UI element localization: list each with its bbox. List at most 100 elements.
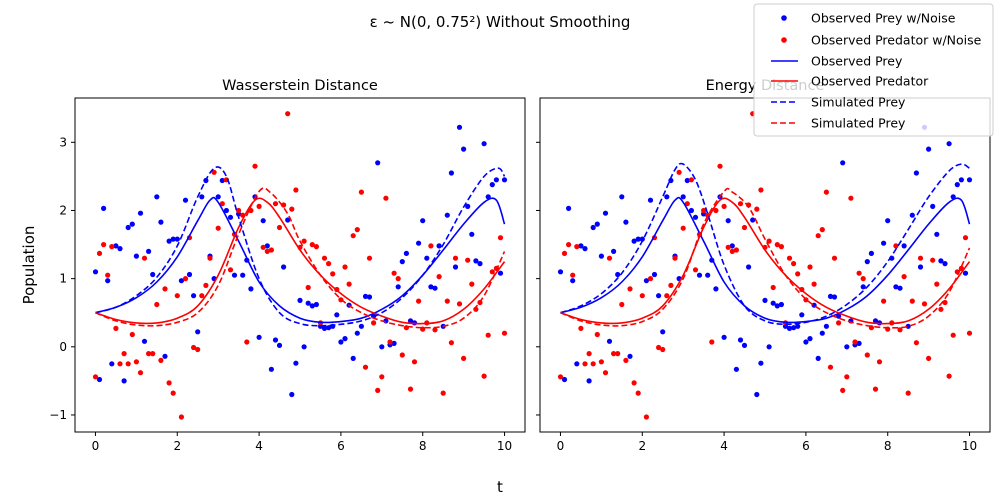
- scatter-point: [493, 177, 499, 183]
- scatter-point: [461, 355, 467, 361]
- scatter-point: [121, 351, 127, 357]
- scatter-point: [432, 327, 438, 333]
- scatter-point: [786, 325, 793, 331]
- plot-area: [557, 111, 973, 420]
- scatter-point: [680, 225, 686, 231]
- scatter-point: [358, 189, 364, 195]
- scatter-point: [770, 300, 776, 306]
- scatter-point: [938, 306, 944, 312]
- scatter-point: [297, 297, 303, 303]
- scatter-point: [639, 293, 645, 299]
- scatter-point: [582, 246, 588, 252]
- scatter-point: [717, 163, 723, 169]
- scatter-point: [606, 338, 613, 344]
- series-line: [560, 196, 971, 324]
- scatter-point: [227, 267, 234, 273]
- scatter-point: [811, 281, 817, 287]
- scatter-point: [489, 269, 495, 275]
- scatter-point: [109, 244, 115, 250]
- scatter-point: [289, 391, 295, 398]
- scatter-point: [684, 201, 690, 207]
- scatter-point: [815, 355, 821, 361]
- scatter-point: [876, 359, 883, 365]
- scatter-point: [92, 269, 99, 275]
- y-tick-label: −1: [49, 408, 67, 422]
- scatter-point: [436, 274, 442, 280]
- scatter-point: [461, 146, 467, 152]
- scatter-point: [635, 390, 641, 396]
- scatter-point: [582, 361, 588, 367]
- dashed-series-line: [95, 187, 506, 329]
- scatter-point: [598, 253, 605, 259]
- scatter-point: [864, 259, 870, 265]
- scatter-point: [721, 334, 727, 340]
- scatter-point: [578, 243, 584, 249]
- scatter-point: [909, 212, 915, 218]
- dashed-series-line: [95, 166, 506, 327]
- scatter-point: [664, 293, 670, 299]
- plot-area: [92, 111, 508, 420]
- scatter-point: [930, 203, 936, 209]
- scatter-point: [660, 329, 666, 335]
- scatter-point: [186, 271, 193, 278]
- scatter-point: [901, 243, 907, 249]
- y-tick-label: 0: [59, 340, 67, 354]
- scatter-point: [268, 366, 274, 372]
- scatter-point: [141, 255, 148, 261]
- legend-label: Observed Predator w/Noise: [811, 33, 982, 48]
- scatter-series: [557, 111, 973, 420]
- scatter-point: [746, 264, 752, 270]
- scatter-point: [281, 202, 287, 208]
- x-tick-label: 10: [497, 439, 512, 453]
- scatter-point: [350, 355, 356, 361]
- scatter-point: [211, 169, 217, 175]
- scatter-point: [705, 272, 711, 278]
- scatter-point: [182, 197, 189, 203]
- scatter-point: [819, 227, 825, 233]
- legend-frame: [753, 3, 994, 137]
- scatter-point: [379, 374, 385, 380]
- scatter-point: [240, 272, 246, 278]
- scatter-point: [827, 364, 834, 370]
- scatter-point: [137, 370, 144, 376]
- scatter-point: [934, 231, 940, 237]
- scatter-point: [758, 187, 764, 193]
- scatter-point: [321, 325, 328, 331]
- x-tick-label: 2: [173, 439, 181, 453]
- scatter-point: [125, 361, 131, 367]
- scatter-point: [371, 320, 377, 326]
- scatter-point: [162, 353, 168, 359]
- scatter-point: [827, 293, 834, 299]
- scatter-point: [105, 278, 111, 284]
- scatter-point: [778, 301, 785, 308]
- scatter-point: [383, 195, 389, 201]
- legend-label: Observed Predator: [811, 74, 929, 89]
- scatter-point: [574, 244, 580, 250]
- scatter-point: [129, 331, 135, 338]
- scatter-point: [631, 380, 637, 386]
- scatter-point: [191, 344, 197, 351]
- scatter-point: [170, 236, 176, 242]
- series-line: [560, 197, 971, 325]
- scatter-point: [962, 235, 969, 241]
- scatter-point: [688, 177, 695, 183]
- scatter-point: [150, 351, 156, 357]
- scatter-point: [860, 284, 866, 290]
- scatter-point: [950, 332, 956, 338]
- scatter-point: [305, 300, 311, 306]
- series-line: [95, 197, 506, 325]
- scatter-point: [199, 194, 205, 200]
- scatter-point: [966, 330, 973, 336]
- scatter-point: [709, 339, 715, 345]
- scatter-point: [701, 207, 707, 214]
- scatter-series: [557, 124, 973, 398]
- scatter-point: [713, 207, 719, 214]
- scatter-point: [428, 243, 434, 249]
- scatter-point: [207, 255, 213, 261]
- legend: Observed Prey w/Noise Observed Predator w…: [753, 3, 994, 137]
- scatter-point: [611, 351, 617, 357]
- scatter-point: [309, 242, 315, 248]
- scatter-point: [729, 243, 735, 249]
- scatter-point: [791, 261, 797, 267]
